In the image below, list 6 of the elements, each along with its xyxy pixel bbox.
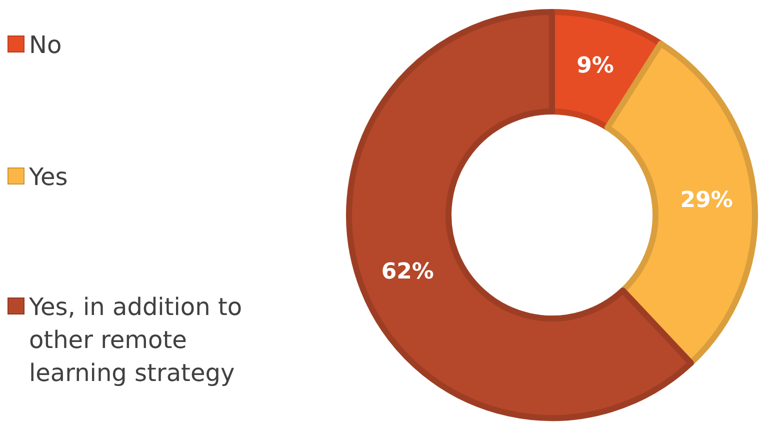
legend-label: No [29, 31, 62, 59]
data-label: 9% [576, 53, 614, 78]
data-label: 29% [680, 188, 733, 213]
legend-label: Yes [28, 163, 68, 191]
data-label: 62% [381, 260, 434, 285]
legend-label: Yes, in addition to other remote learning strategy [28, 293, 242, 387]
